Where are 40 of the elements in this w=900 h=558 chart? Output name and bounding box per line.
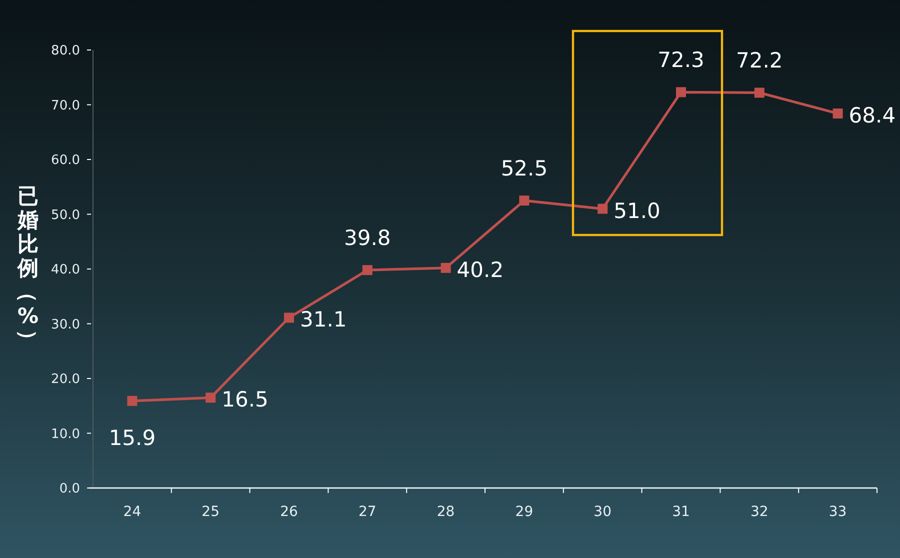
point (362, 265, 372, 276)
y-tick-label: 10.0 (51, 426, 80, 442)
y-tick-label: 20.0 (51, 372, 80, 387)
x-tick-label: 24 (123, 504, 142, 520)
point (832, 108, 843, 119)
x-tick-label: 25 (202, 504, 220, 520)
y-tick-label: 60.0 (51, 153, 80, 168)
point (519, 196, 530, 206)
data-label: 39.8 (344, 226, 391, 250)
point (676, 87, 686, 98)
x-tick-label: 29 (515, 504, 534, 520)
data-label: 72.3 (658, 48, 704, 72)
y-tick-label: 30.0 (51, 317, 80, 332)
data-label: 31.1 (300, 308, 347, 332)
point (598, 204, 608, 214)
point (284, 312, 294, 323)
data-label: 52.5 (500, 156, 548, 181)
x-tick-label: 26 (280, 504, 298, 520)
y-tick-label: 40.0 (51, 262, 80, 278)
x-tick-label: 31 (672, 504, 690, 520)
y-tick-label: 80.0 (51, 44, 80, 58)
x-tick-label: 30 (594, 504, 612, 520)
data-label: 72.2 (736, 48, 783, 73)
data-label: 51.0 (614, 198, 660, 223)
point (127, 396, 138, 406)
ylabel: 已婚比例（%） (15, 184, 41, 352)
point (206, 392, 216, 403)
data-label: 15.9 (108, 426, 156, 450)
x-tick-label: 28 (436, 504, 455, 520)
data-label: 40.2 (456, 258, 504, 282)
x-tick-label: 32 (750, 504, 768, 520)
point (754, 88, 764, 98)
x-tick-label: 33 (828, 504, 847, 520)
data-label: 68.4 (848, 104, 896, 128)
point (440, 262, 451, 273)
data-label: 16.5 (222, 388, 268, 412)
x-tick-label: 27 (358, 504, 376, 520)
y-tick-label: 50.0 (51, 208, 80, 223)
y-tick-label: 0.0 (59, 482, 80, 496)
y-tick-label: 70.0 (51, 98, 80, 114)
